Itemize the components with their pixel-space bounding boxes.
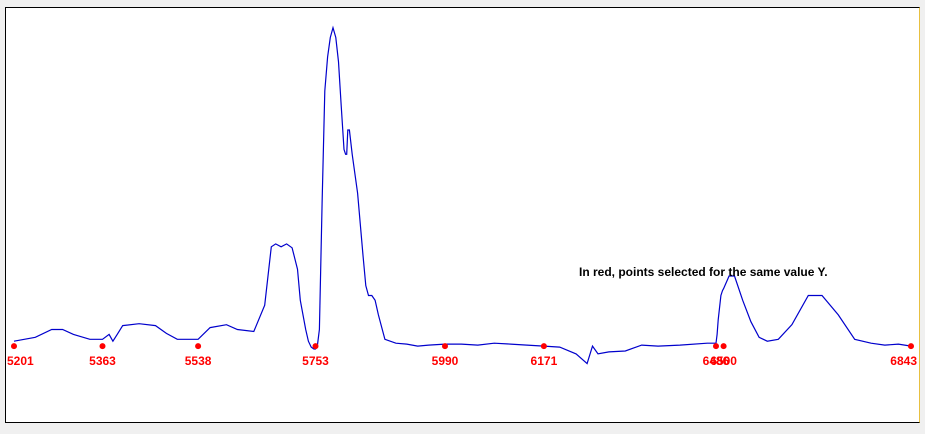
x-tick-label: 5201	[7, 354, 34, 368]
selected-point	[11, 343, 17, 350]
selected-point	[195, 343, 202, 350]
selected-point	[540, 343, 547, 350]
selected-point	[312, 343, 319, 350]
selected-points	[11, 343, 914, 350]
x-tick-label: 6171	[531, 354, 558, 368]
x-tick-label: 6843	[890, 354, 917, 368]
selected-point	[99, 343, 106, 350]
selected-point	[908, 343, 914, 350]
annotation-text: In red, points selected for the same val…	[579, 265, 828, 279]
x-tick-label: 5538	[185, 354, 212, 368]
chart-frame: 5201 5363 5538 5753 5990 6171 6486 6500 6843 In …	[5, 7, 920, 423]
selected-point	[720, 343, 727, 350]
x-tick-label: 5990	[432, 354, 459, 368]
x-tick-label: 6500	[710, 354, 737, 368]
x-tick-label: 6486	[703, 354, 730, 368]
x-tick-label: 5363	[89, 354, 116, 368]
selected-point	[713, 343, 719, 350]
spectrum-line	[13, 25, 912, 365]
x-tick-label: 5753	[302, 354, 329, 368]
selected-point	[442, 343, 448, 350]
